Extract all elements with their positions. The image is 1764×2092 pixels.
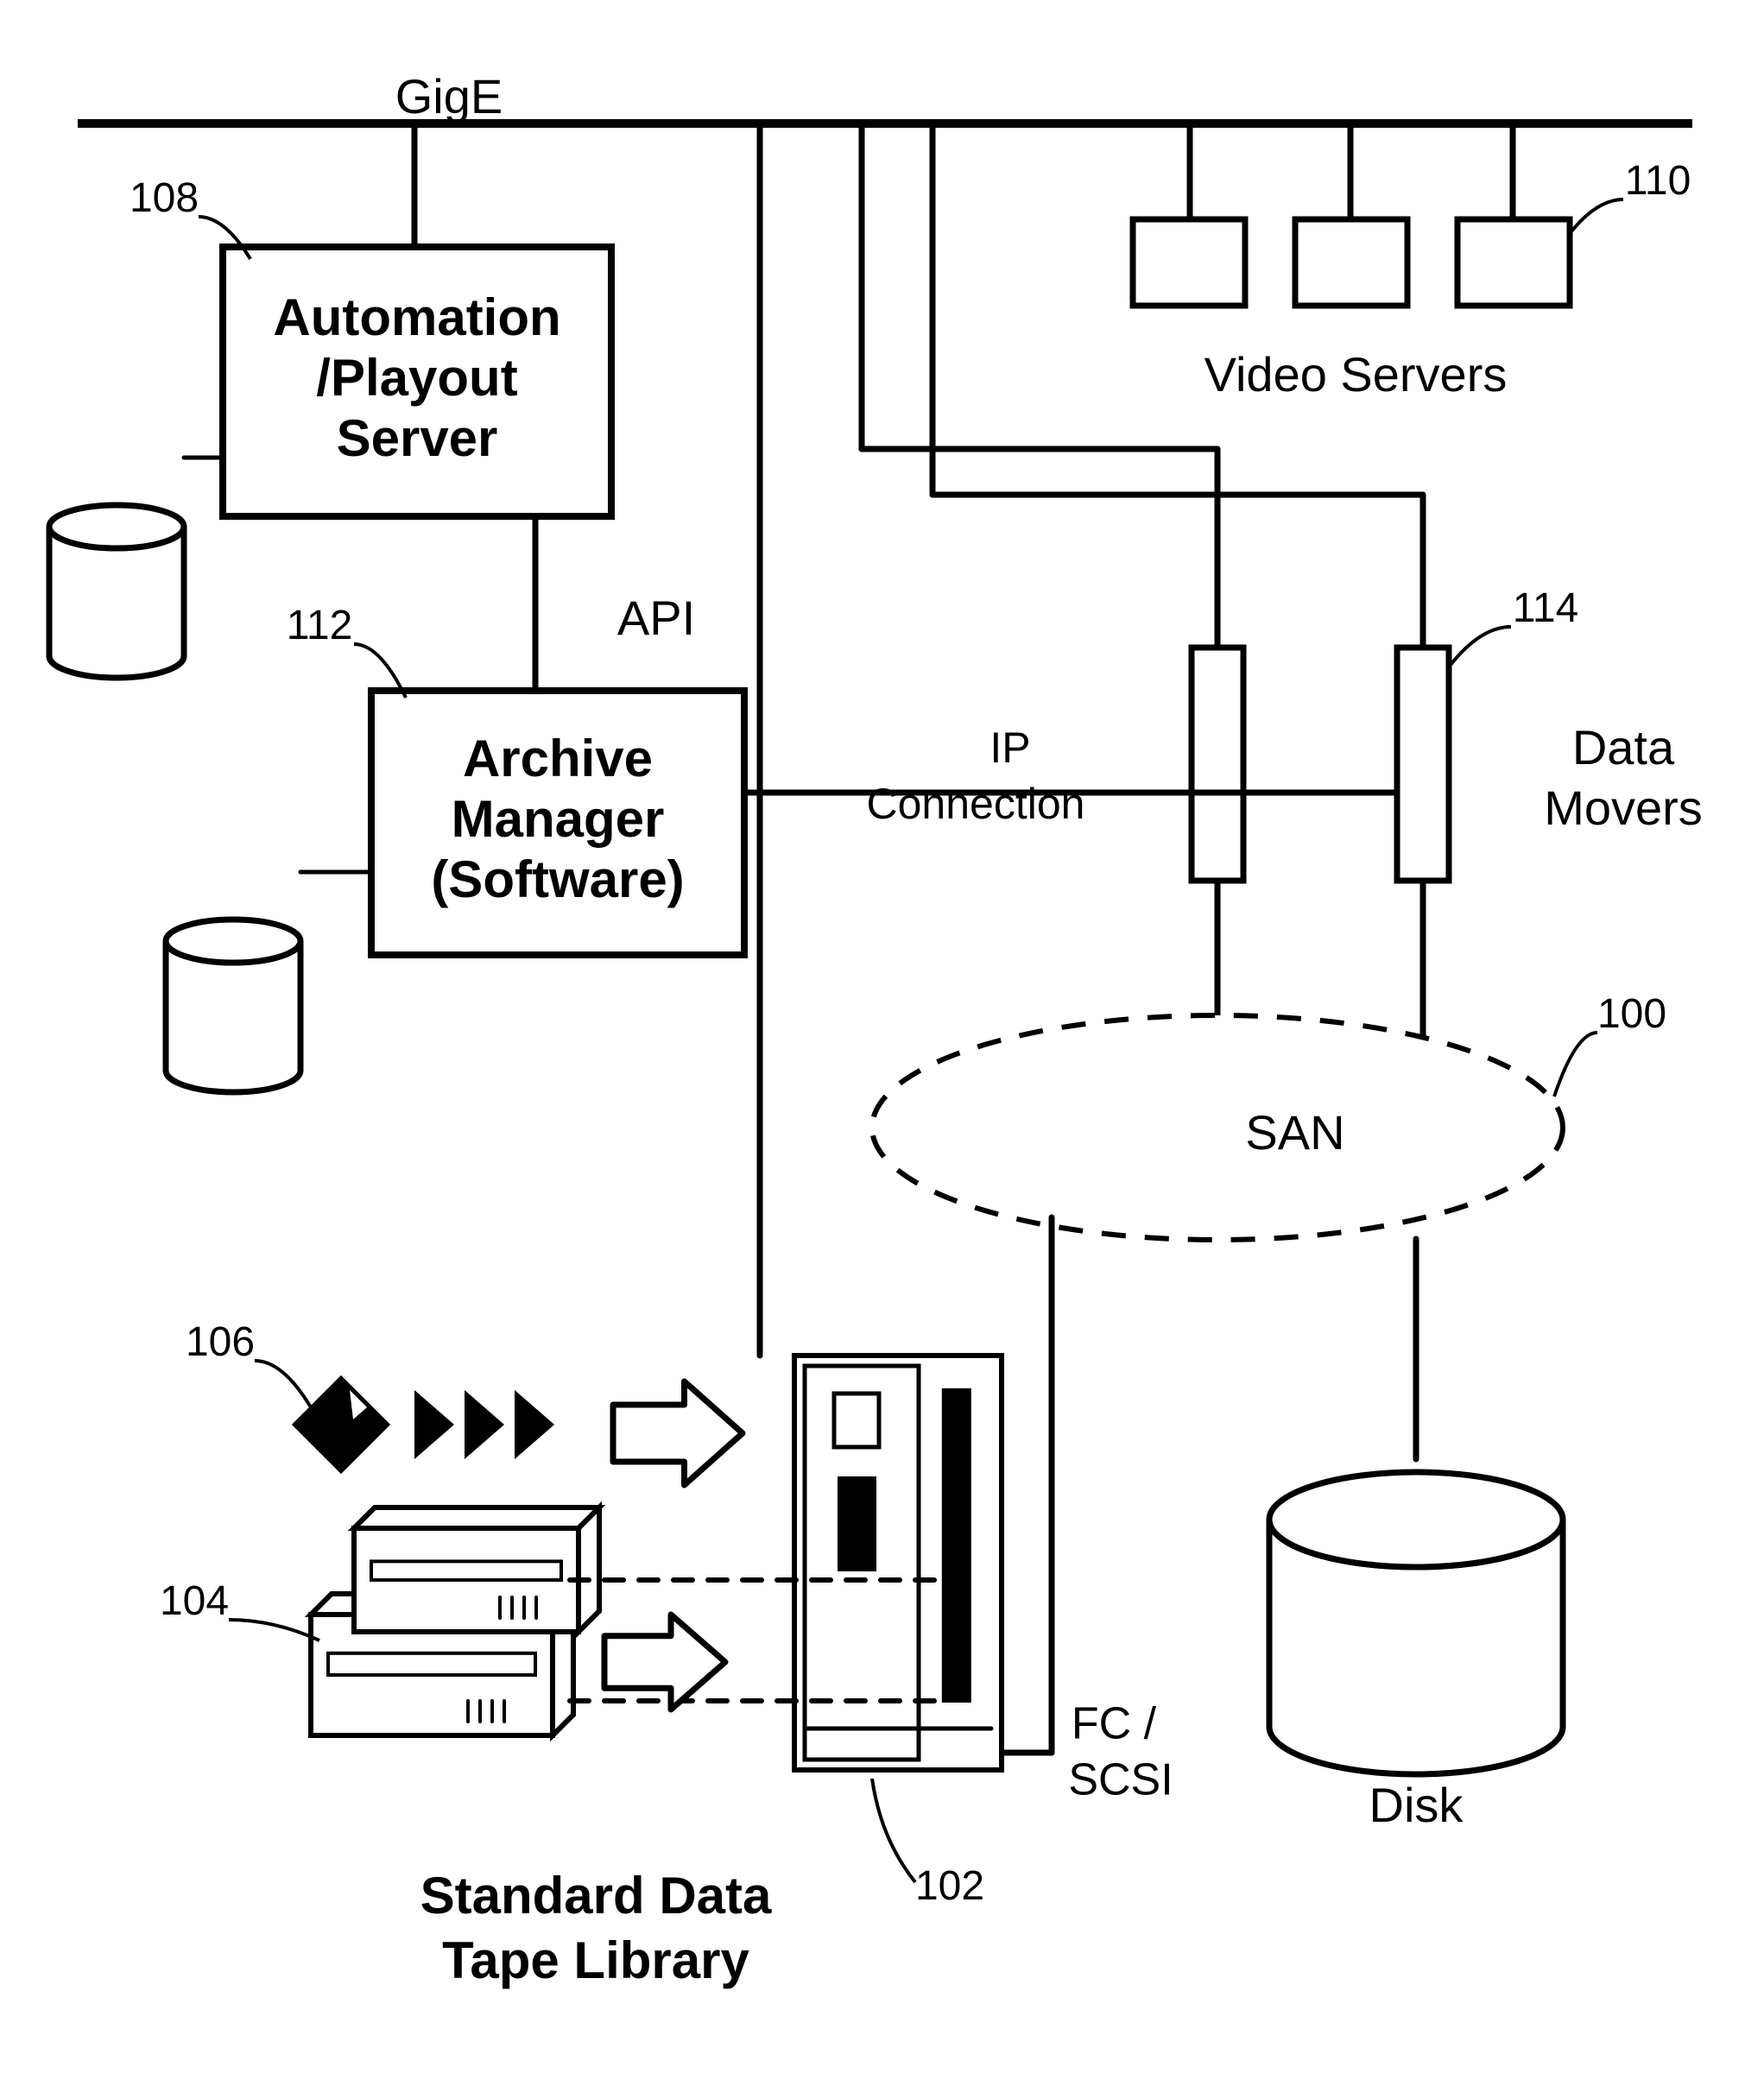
tape-library-label: Standard Data <box>420 1867 772 1925</box>
data-mover-box <box>1397 648 1449 881</box>
gige-label: GigE <box>395 69 503 123</box>
cartridge-icon <box>294 1377 389 1472</box>
data-movers-label: Movers <box>1544 781 1703 835</box>
automation-label: /Playout <box>316 349 517 407</box>
video-servers-label: Video Servers <box>1204 347 1508 401</box>
automation-label: Server <box>337 409 498 467</box>
automation-label: Automation <box>273 288 560 346</box>
ref-112: 112 <box>287 603 353 648</box>
video-server-box <box>1457 219 1570 306</box>
data-mover-box <box>1192 648 1243 881</box>
data-movers-label: Data <box>1572 720 1675 774</box>
san-ellipse <box>872 1015 1563 1240</box>
scsi-label: SCSI <box>1068 1755 1173 1805</box>
api-label: API <box>617 591 695 645</box>
san-label: SAN <box>1245 1105 1344 1160</box>
ref-110: 110 <box>1625 158 1691 204</box>
fc-label: FC / <box>1072 1699 1157 1749</box>
video-server-box <box>1295 219 1407 306</box>
connection-label: Connection <box>867 780 1085 828</box>
video-server-box <box>1133 219 1245 306</box>
ref-104: 104 <box>160 1578 229 1624</box>
ref-106: 106 <box>186 1319 255 1365</box>
ref-114: 114 <box>1513 585 1579 631</box>
archive-label: Archive <box>463 730 653 787</box>
disk-cylinder <box>1269 1472 1563 1774</box>
archive-label: (Software) <box>431 850 684 908</box>
disk-label: Disk <box>1369 1778 1464 1832</box>
tape-library-label: Tape Library <box>442 1931 749 1989</box>
ref-108: 108 <box>130 175 199 221</box>
ref-100: 100 <box>1597 991 1666 1037</box>
ip-label: IP <box>989 724 1030 772</box>
ref-102: 102 <box>915 1863 984 1909</box>
archive-label: Manager <box>452 790 665 848</box>
